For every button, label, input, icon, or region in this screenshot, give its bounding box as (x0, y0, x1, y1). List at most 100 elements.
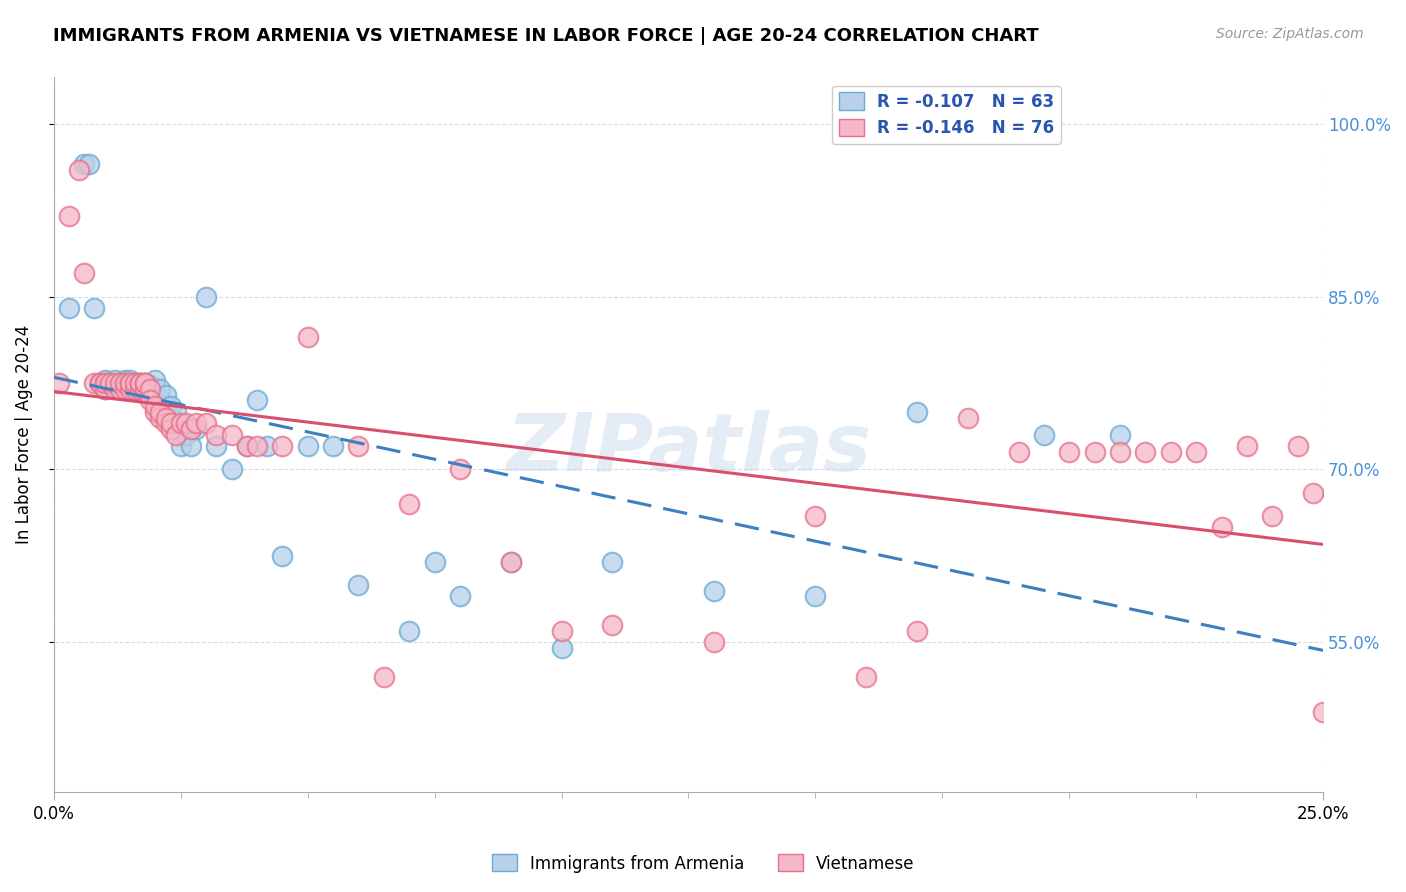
Point (114, 372, 136, 386)
Point (93, 372, 115, 386)
Point (602, 555, 624, 569)
Point (114, 382, 136, 396)
Point (221, 462, 243, 476)
Point (1160, 445, 1182, 459)
Point (499, 555, 522, 569)
Point (114, 376, 136, 390)
Point (124, 376, 146, 390)
Point (124, 382, 146, 396)
Point (93, 382, 115, 396)
Point (703, 635, 725, 649)
Point (1302, 485, 1324, 500)
Point (134, 376, 156, 390)
Point (129, 376, 152, 390)
Point (297, 439, 319, 453)
Point (129, 378, 152, 392)
Point (449, 589, 471, 603)
Point (118, 382, 141, 396)
Point (602, 618, 624, 632)
Point (322, 439, 344, 453)
Point (184, 417, 207, 431)
Point (145, 393, 167, 408)
Point (205, 439, 228, 453)
Point (124, 382, 146, 396)
Point (118, 376, 141, 390)
Point (159, 410, 181, 425)
Point (271, 549, 294, 563)
Point (73, 157, 96, 171)
Point (58, 301, 80, 315)
Point (145, 405, 167, 419)
Point (170, 417, 193, 431)
Text: ZIPatlas: ZIPatlas (506, 410, 870, 488)
Point (67, 162, 90, 177)
Point (93, 376, 115, 390)
Point (104, 372, 127, 386)
Point (804, 508, 827, 523)
Point (108, 376, 131, 390)
Point (98, 376, 121, 390)
Point (134, 376, 156, 390)
Point (159, 422, 181, 436)
Point (246, 393, 269, 408)
Point (108, 376, 131, 390)
Point (58, 209, 80, 223)
Point (499, 555, 522, 569)
Point (297, 330, 319, 344)
Point (373, 670, 395, 684)
Point (89, 376, 111, 390)
Point (398, 624, 420, 638)
Point (174, 428, 197, 442)
Point (83, 376, 105, 390)
Point (114, 376, 136, 390)
Point (139, 393, 162, 408)
Point (1135, 445, 1157, 459)
Point (423, 555, 446, 569)
Point (104, 376, 127, 390)
Point (905, 624, 928, 638)
Point (236, 439, 259, 453)
Point (347, 439, 370, 453)
Point (155, 410, 177, 425)
Point (1109, 445, 1132, 459)
Point (129, 376, 152, 390)
Point (1322, 485, 1344, 500)
Point (1211, 520, 1233, 534)
Point (1109, 428, 1132, 442)
Point (139, 382, 162, 396)
Point (108, 376, 131, 390)
Point (347, 578, 370, 592)
Point (1312, 705, 1334, 719)
Point (139, 382, 162, 396)
Point (550, 641, 572, 656)
Point (205, 428, 228, 442)
Point (1084, 445, 1107, 459)
Point (236, 439, 259, 453)
Point (256, 439, 278, 453)
Point (1007, 445, 1029, 459)
Point (1185, 445, 1208, 459)
Point (104, 382, 127, 396)
Point (118, 372, 141, 386)
Point (180, 439, 202, 453)
Point (855, 670, 877, 684)
Point (1261, 508, 1284, 523)
Point (89, 376, 111, 390)
Legend: R = -0.107   N = 63, R = -0.146   N = 76: R = -0.107 N = 63, R = -0.146 N = 76 (832, 86, 1062, 144)
Point (118, 376, 141, 390)
Point (1236, 439, 1258, 453)
Point (108, 382, 131, 396)
Point (550, 624, 572, 638)
Point (165, 417, 187, 431)
Point (118, 376, 141, 390)
Point (804, 589, 827, 603)
Text: IMMIGRANTS FROM ARMENIA VS VIETNAMESE IN LABOR FORCE | AGE 20-24 CORRELATION CHA: IMMIGRANTS FROM ARMENIA VS VIETNAMESE IN… (53, 27, 1039, 45)
Point (180, 422, 202, 436)
Point (129, 382, 152, 396)
Point (79, 157, 101, 171)
Legend: Immigrants from Armenia, Vietnamese: Immigrants from Armenia, Vietnamese (485, 847, 921, 880)
Point (98, 376, 121, 390)
Point (155, 387, 177, 401)
Point (124, 376, 146, 390)
Point (145, 382, 167, 396)
